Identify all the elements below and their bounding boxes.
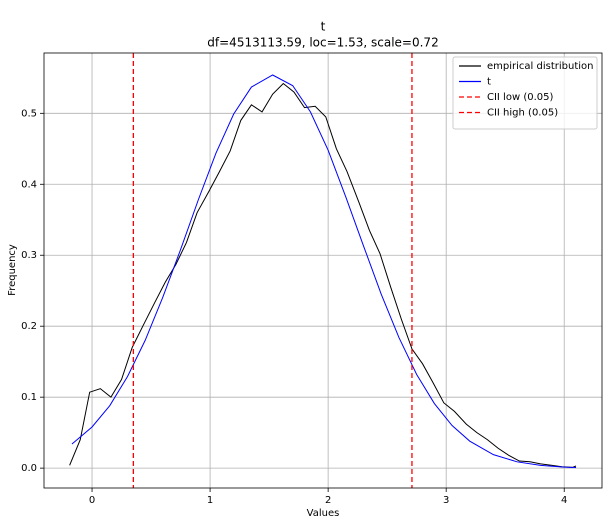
chart-title: t xyxy=(321,20,326,34)
legend-label: t xyxy=(487,77,491,88)
legend-label: empirical distribution xyxy=(487,61,593,72)
x-tick-label: 0 xyxy=(89,495,95,506)
y-axis-label: Frequency xyxy=(7,244,18,296)
y-tick-label: 0.0 xyxy=(21,463,37,474)
legend-label: CII high (0.05) xyxy=(487,108,558,119)
legend-box xyxy=(452,56,598,130)
x-tick-label: 2 xyxy=(325,495,331,506)
y-tick-label: 0.1 xyxy=(21,392,37,403)
y-tick-label: 0.4 xyxy=(21,179,37,190)
y-tick-label: 0.3 xyxy=(21,250,37,261)
plot-frame xyxy=(43,52,603,489)
y-tick-label: 0.2 xyxy=(21,321,37,332)
series-line xyxy=(69,82,577,468)
chart-subtitle: df=4513113.59, loc=1.53, scale=0.72 xyxy=(207,36,438,50)
x-axis-label: Values xyxy=(307,508,340,519)
series-line xyxy=(71,74,577,468)
x-tick-label: 4 xyxy=(561,495,567,506)
legend-label: CII low (0.05) xyxy=(487,92,553,103)
y-tick-label: 0.5 xyxy=(21,108,37,119)
x-tick-label: 1 xyxy=(207,495,213,506)
x-tick-label: 3 xyxy=(443,495,449,506)
